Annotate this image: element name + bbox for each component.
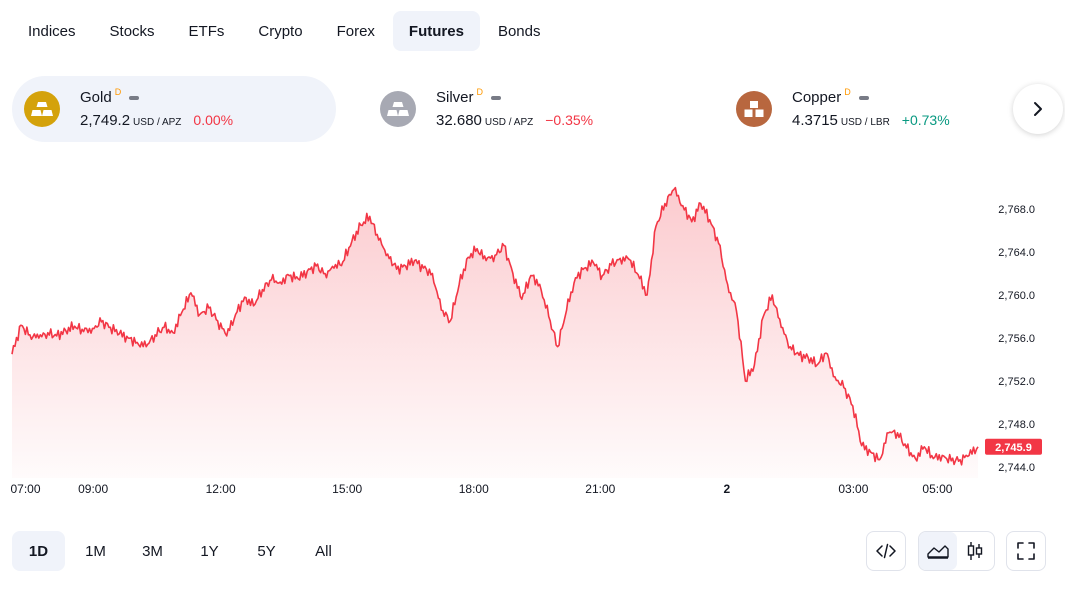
ticker-card-copper[interactable]: Copper D 4.3715 USD / LBR +0.73% <box>724 76 1004 142</box>
ticker-change: +0.73% <box>901 112 950 128</box>
range-1y[interactable]: 1Y <box>200 542 219 560</box>
ticker-name: Silver <box>436 89 474 106</box>
price-chart[interactable]: 2,768.0 2,764.0 2,760.0 2,756.0 2,752.0 2,748… <box>0 160 1065 505</box>
area-style-button[interactable] <box>919 532 957 570</box>
y-tick-label: 2,768.0 <box>998 204 1035 216</box>
chevron-right-icon <box>1034 102 1042 116</box>
x-tick-label: 09:00 <box>78 482 108 496</box>
range-selector: 1D 1M 3M 1Y 5Y All <box>12 531 350 571</box>
x-tick-label: 18:00 <box>459 482 489 496</box>
tab-crypto[interactable]: Crypto <box>258 22 303 40</box>
range-1m[interactable]: 1M <box>85 542 106 560</box>
ticker-unit: USD / APZ <box>133 117 182 128</box>
range-3m[interactable]: 3M <box>142 542 163 560</box>
ticker-next-button[interactable] <box>1013 84 1063 134</box>
ticker-price: 4.3715 <box>792 112 838 129</box>
ticker-strip: Gold D 2,749.2 USD / APZ 0.00% Silver D … <box>12 76 1012 142</box>
y-tick-label: 2,752.0 <box>998 376 1035 388</box>
tab-indices[interactable]: Indices <box>28 22 76 40</box>
ticker-name: Gold <box>80 89 112 106</box>
ticker-change: −0.35% <box>545 112 594 128</box>
candles-style-button[interactable] <box>957 532 995 570</box>
tab-forex[interactable]: Forex <box>336 22 375 40</box>
ticker-unit: USD / APZ <box>484 117 534 128</box>
ticker-flag-icon <box>858 95 869 100</box>
fullscreen-icon <box>1017 542 1035 560</box>
ticker-delay-badge: D <box>114 87 122 97</box>
price-area-fill <box>12 187 978 478</box>
silver-bars-icon <box>380 91 416 127</box>
y-tick-label: 2,748.0 <box>998 419 1035 431</box>
x-axis: 07:00 09:00 12:00 15:00 18:00 21:00 2 03:00 05:0… <box>11 482 953 496</box>
ticker-delay-badge: D <box>476 87 484 97</box>
ticker-change: 0.00% <box>193 112 234 128</box>
x-tick-label: 2 <box>723 482 730 496</box>
x-tick-label: 15:00 <box>332 482 362 496</box>
price-line <box>11 186 979 466</box>
ticker-card-gold[interactable]: Gold D 2,749.2 USD / APZ 0.00% <box>12 76 336 142</box>
range-1d[interactable]: 1D <box>12 531 65 571</box>
range-5y[interactable]: 5Y <box>257 542 276 560</box>
y-axis: 2,768.0 2,764.0 2,760.0 2,756.0 2,752.0 2,748… <box>998 204 1035 474</box>
last-price-badge <box>985 438 1042 455</box>
ticker-unit: USD / LBR <box>840 117 890 128</box>
ticker-flag-icon <box>491 95 502 100</box>
x-tick-label: 07:00 <box>11 482 41 496</box>
market-category-tabs: Indices Stocks ETFs Crypto Forex Futures… <box>12 11 556 51</box>
gold-bars-icon <box>24 91 60 127</box>
x-tick-label: 05:00 <box>922 482 952 496</box>
copper-bars-icon <box>736 91 772 127</box>
range-all[interactable]: All <box>315 542 332 560</box>
x-tick-label: 21:00 <box>585 482 615 496</box>
tab-stocks[interactable]: Stocks <box>109 22 155 40</box>
ticker-price: 32.680 <box>436 112 482 129</box>
area-chart-icon <box>927 545 949 559</box>
tab-etfs[interactable]: ETFs <box>188 22 225 40</box>
y-tick-label: 2,764.0 <box>998 247 1035 259</box>
y-tick-label: 2,756.0 <box>998 333 1035 345</box>
last-price-marker: 2,745.9 <box>985 438 1042 455</box>
ticker-delay-badge: D <box>844 87 851 97</box>
last-price-label: 2,745.9 <box>995 442 1032 454</box>
x-tick-label: 03:00 <box>838 482 868 496</box>
chart-style-toggle <box>918 531 995 571</box>
fullscreen-button[interactable] <box>1006 531 1046 571</box>
tab-futures[interactable]: Futures <box>392 11 480 51</box>
candlestick-icon <box>968 542 983 560</box>
tab-bonds[interactable]: Bonds <box>497 22 541 40</box>
ticker-price: 2,749.2 <box>80 112 131 129</box>
ticker-card-silver[interactable]: Silver D 32.680 USD / APZ −0.35% <box>368 76 688 142</box>
y-tick-label: 2,760.0 <box>998 290 1035 302</box>
price-chart-svg: 2,768.0 2,764.0 2,760.0 2,756.0 2,752.0 2,748… <box>11 186 1042 496</box>
x-tick-label: 12:00 <box>206 482 236 496</box>
y-tick-label: 2,744.0 <box>998 462 1035 474</box>
embed-button[interactable] <box>866 531 906 571</box>
ticker-name: Copper <box>792 89 842 106</box>
ticker-flag-icon <box>129 95 140 100</box>
code-icon <box>876 543 896 559</box>
